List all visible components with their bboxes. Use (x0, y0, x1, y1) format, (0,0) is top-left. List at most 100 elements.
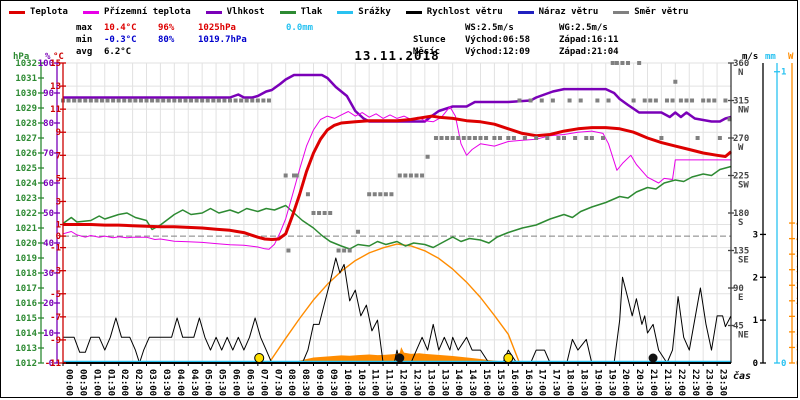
wind-dir-square (250, 98, 255, 103)
x-tick-label: 09:00 (314, 369, 324, 396)
axis-tick-label: 11 (50, 105, 61, 115)
axis-tick-label: 408 (796, 235, 798, 245)
wind-dir-square (600, 136, 605, 140)
wind-dir-square (642, 98, 647, 103)
wind-dir-square (484, 136, 489, 140)
wind-dir-square (244, 98, 249, 103)
x-tick-label: 20:00 (620, 369, 630, 396)
x-tick-label: 10:00 (342, 369, 352, 396)
astro-cell: Měsíc (413, 47, 441, 57)
wind-dir-square (283, 173, 288, 178)
x-tick-label: 09:30 (328, 369, 338, 396)
axis-tick-label: 255 (796, 281, 798, 291)
wind-dir-square (606, 98, 611, 103)
x-tick-label: 08:30 (300, 369, 310, 396)
wind-dir-square (166, 98, 171, 103)
astro-row: Měsíc Východ:12:09 Západ:21:04 (413, 46, 653, 58)
wind-dir-square (292, 173, 297, 178)
wind-dir-square (684, 98, 689, 103)
series-teplota (63, 114, 732, 241)
series-vlhkost (63, 73, 732, 123)
astro-cell: Západ:21:04 (559, 47, 619, 57)
moonset-marker (648, 353, 658, 363)
axis-tick-label: -1 (50, 244, 61, 254)
stats-value: 1025hPa (198, 23, 236, 33)
x-tick-label: 03:00 (147, 369, 157, 396)
series-tlak (62, 165, 732, 250)
x-tick-label: 22:30 (690, 369, 700, 396)
wind-dir-square (286, 248, 291, 253)
axis-tick-label: -11 (45, 359, 61, 369)
stats-value: 0.0mm (286, 23, 314, 33)
sunrise-marker (254, 353, 265, 363)
x-tick-label: 01:30 (105, 369, 115, 396)
wind-dir-square (261, 98, 266, 103)
wind-dir-square (523, 136, 528, 140)
wind-dir-square (717, 136, 722, 140)
stats-label: min (76, 35, 93, 45)
axis-tick-label: 9 (56, 128, 61, 138)
wind-dir-square (614, 61, 619, 65)
stats-row-max: max 10.4°C 96% 1025hPa 0.0mm (76, 22, 346, 34)
wind-dir-square (233, 98, 238, 103)
wind-dir-square (255, 98, 260, 103)
wind-dir-value-label: 45 (733, 322, 744, 332)
astro-cell: Západ:16:11 (559, 35, 619, 45)
x-axis-title: čas (733, 371, 752, 382)
legend-swatch (9, 10, 25, 14)
wind-dir-square (77, 98, 82, 103)
x-tick-label: 00:00 (64, 369, 74, 396)
x-tick-label: 11:30 (384, 369, 394, 396)
stats-row-avg: avg 6.2°C (76, 46, 346, 58)
x-tick-label: 08:00 (286, 369, 296, 396)
wind-dir-square (66, 98, 71, 103)
stats-label: max (76, 23, 93, 33)
axis-tick-label: 30 (43, 269, 54, 279)
axis-tick-label: 1031 (15, 74, 37, 84)
x-tick-label: 21:30 (662, 369, 672, 396)
astro-cell: WS:2.5m/s (465, 23, 514, 33)
wind-dir-square (456, 136, 461, 140)
wind-dir-square (550, 98, 555, 103)
legend-label: Teplota (30, 7, 68, 17)
axis-header-temp_c: °C (53, 52, 64, 62)
axis-tick-label: 2 (753, 273, 758, 283)
wind-dir-square (183, 98, 188, 103)
axis-tick-label: 1029 (15, 104, 37, 114)
axis-tick-label: 1013 (15, 344, 37, 354)
axis-tick-label: 1 (56, 221, 61, 231)
wind-dir-square (467, 136, 472, 140)
stats-value: 80% (158, 35, 175, 45)
stats-value: 6.2°C (104, 47, 132, 57)
wind-dir-square (408, 173, 413, 178)
wind-dir-square (445, 136, 450, 140)
axis-tick-label: 306 (796, 266, 798, 276)
wind-dir-square (144, 98, 149, 103)
wind-dir-square (133, 98, 138, 103)
series-prizemni-teplota (62, 106, 731, 250)
wind-dir-square (690, 98, 695, 103)
wind-dir-square (497, 136, 502, 140)
wind-dir-value-label: 360 (733, 59, 749, 69)
axis-header-radiation_w: W (788, 52, 794, 62)
wind-dir-square (478, 136, 483, 140)
sunset-marker (503, 353, 514, 363)
axis-tick-label: 0 (781, 359, 786, 369)
legend-label: Tlak (300, 7, 323, 17)
x-tick-label: 07:30 (272, 369, 282, 396)
axis-tick-label: 1016 (15, 299, 37, 309)
wind-dir-square (670, 98, 675, 103)
axis-tick-label: 1030 (15, 89, 37, 99)
axis-tick-label: 1028 (15, 119, 37, 129)
x-tick-label: 19:00 (592, 369, 602, 396)
wind-dir-square (105, 98, 110, 103)
wind-dir-square (420, 173, 425, 178)
wind-dir-square (567, 98, 572, 103)
wind-dir-square (205, 98, 210, 103)
x-tick-label: 11:00 (370, 369, 380, 396)
astro-cell: WG:2.5m/s (559, 23, 608, 33)
axis-tick-label: 0 (56, 232, 61, 242)
axis-tick-label: 1024 (15, 179, 37, 189)
legend-label: Náraz větru (538, 7, 599, 17)
x-tick-label: 17:00 (537, 369, 547, 396)
